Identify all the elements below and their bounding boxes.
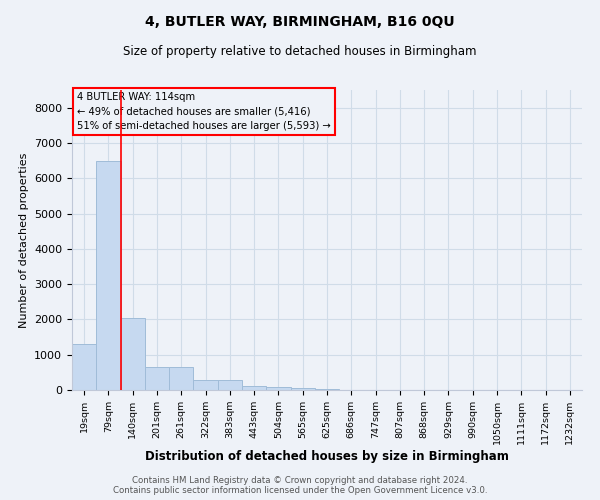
- Bar: [96, 160, 121, 390]
- Y-axis label: Number of detached properties: Number of detached properties: [19, 152, 29, 328]
- Text: 4 BUTLER WAY: 114sqm
← 49% of detached houses are smaller (5,416)
51% of semi-de: 4 BUTLER WAY: 114sqm ← 49% of detached h…: [77, 92, 331, 131]
- Bar: [218, 380, 242, 390]
- Bar: [72, 344, 96, 390]
- Bar: [121, 318, 145, 390]
- Bar: [169, 367, 193, 390]
- Bar: [145, 367, 169, 390]
- Bar: [266, 387, 290, 390]
- X-axis label: Distribution of detached houses by size in Birmingham: Distribution of detached houses by size …: [145, 450, 509, 462]
- Bar: [242, 386, 266, 390]
- Text: Contains HM Land Registry data © Crown copyright and database right 2024.
Contai: Contains HM Land Registry data © Crown c…: [113, 476, 487, 495]
- Bar: [193, 380, 218, 390]
- Bar: [290, 388, 315, 390]
- Text: 4, BUTLER WAY, BIRMINGHAM, B16 0QU: 4, BUTLER WAY, BIRMINGHAM, B16 0QU: [145, 15, 455, 29]
- Text: Size of property relative to detached houses in Birmingham: Size of property relative to detached ho…: [123, 45, 477, 58]
